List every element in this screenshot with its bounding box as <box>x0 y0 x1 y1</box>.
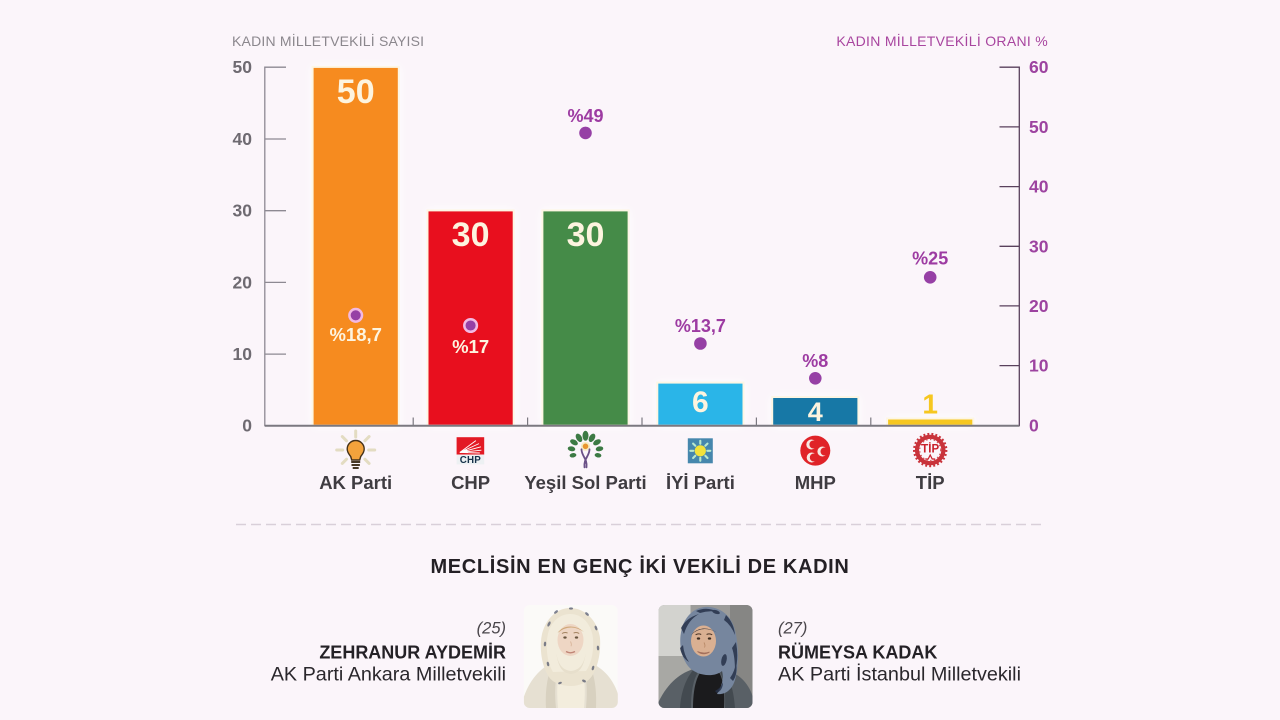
svg-text:AK Parti: AK Parti <box>319 472 392 493</box>
svg-text:%18,7: %18,7 <box>329 324 381 345</box>
svg-text:KADIN MİLLETVEKİLİ SAYISI: KADIN MİLLETVEKİLİ SAYISI <box>232 32 424 49</box>
svg-text:TİP: TİP <box>921 443 939 456</box>
svg-text:50: 50 <box>233 57 253 77</box>
svg-text:30: 30 <box>567 216 605 254</box>
svg-text:30: 30 <box>452 216 490 254</box>
svg-text:İYİ Parti: İYİ Parti <box>666 472 735 493</box>
svg-text:MECLİSİN EN GENÇ İKİ VEKİLİ DE: MECLİSİN EN GENÇ İKİ VEKİLİ DE KADIN <box>431 555 850 578</box>
svg-text:(25): (25) <box>477 620 506 638</box>
svg-text:MHP: MHP <box>795 472 836 493</box>
svg-text:%49: %49 <box>567 106 603 126</box>
svg-text:%8: %8 <box>802 351 828 371</box>
svg-text:CHP: CHP <box>460 455 482 466</box>
svg-text:RÜMEYSA KADAK: RÜMEYSA KADAK <box>778 643 937 663</box>
svg-text:50: 50 <box>337 73 375 111</box>
svg-text:1: 1 <box>922 389 938 420</box>
svg-text:CHP: CHP <box>451 472 490 493</box>
svg-text:ZEHRANUR AYDEMİR: ZEHRANUR AYDEMİR <box>319 643 506 663</box>
svg-text:60: 60 <box>1029 57 1049 77</box>
svg-text:KADIN MİLLETVEKİLİ ORANI %: KADIN MİLLETVEKİLİ ORANI % <box>836 32 1048 49</box>
svg-text:10: 10 <box>233 344 253 364</box>
svg-text:40: 40 <box>1029 177 1049 197</box>
svg-text:0: 0 <box>1029 416 1039 436</box>
svg-text:(27): (27) <box>778 620 807 638</box>
svg-text:0: 0 <box>242 416 252 436</box>
svg-text:30: 30 <box>1029 236 1049 256</box>
svg-text:10: 10 <box>1029 356 1049 376</box>
svg-text:20: 20 <box>1029 296 1049 316</box>
svg-text:6: 6 <box>692 386 709 419</box>
svg-text:50: 50 <box>1029 117 1049 137</box>
svg-text:4: 4 <box>808 397 823 427</box>
svg-text:%17: %17 <box>452 336 489 357</box>
svg-text:Yeşil Sol Parti: Yeşil Sol Parti <box>524 472 646 493</box>
svg-text:30: 30 <box>233 201 253 221</box>
svg-text:%25: %25 <box>912 249 948 269</box>
svg-text:%13,7: %13,7 <box>675 316 726 336</box>
svg-text:20: 20 <box>233 272 253 292</box>
svg-text:AK Parti İstanbul Milletvekili: AK Parti İstanbul Milletvekili <box>778 663 1021 686</box>
svg-text:AK Parti Ankara Milletvekili: AK Parti Ankara Milletvekili <box>271 664 506 686</box>
svg-text:TİP: TİP <box>916 472 945 493</box>
svg-text:40: 40 <box>233 129 253 149</box>
